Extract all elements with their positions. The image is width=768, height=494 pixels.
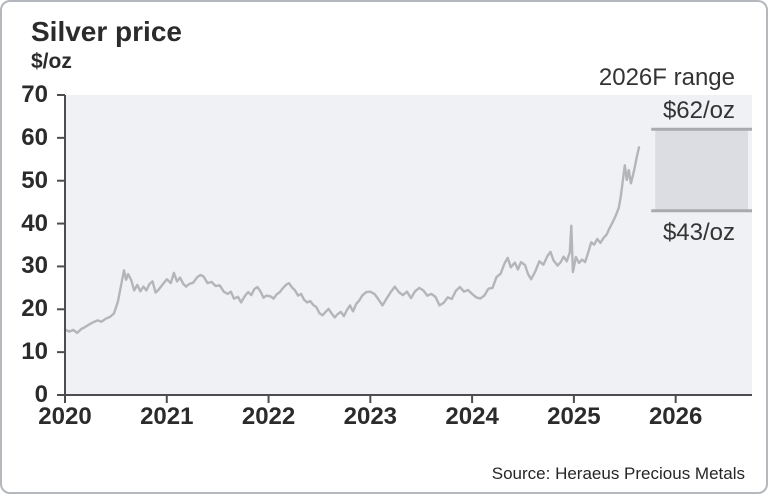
y-tick-label-40: 40 [21, 209, 48, 237]
x-tick-label-2026: 2026 [648, 403, 703, 430]
y-tick-label-20: 20 [21, 295, 48, 323]
axes [57, 94, 752, 403]
source-note: Source: Heraeus Precious Metals [491, 464, 745, 483]
price-line [63, 146, 641, 335]
forecast-range-label: 2026F range [598, 64, 735, 91]
chart-title: Silver price [31, 16, 182, 47]
plot-background [65, 95, 752, 395]
forecast-high-label: $62/oz [662, 97, 735, 124]
y-tick-label-50: 50 [21, 166, 48, 194]
forecast-low-label: $43/oz [662, 219, 735, 246]
x-tick-label-2023: 2023 [343, 403, 398, 430]
y-axis-unit-label: $/oz [31, 50, 72, 73]
forecast-range-box [655, 129, 748, 211]
silver-price-chart [57, 94, 752, 403]
y-tick-label-60: 60 [21, 123, 48, 151]
x-tick-label-2020: 2020 [38, 403, 92, 430]
x-tick-label-2022: 2022 [241, 403, 296, 430]
y-tick-label-70: 70 [21, 81, 48, 108]
y-tick-label-10: 10 [21, 338, 48, 366]
y-tick-label-30: 30 [21, 252, 48, 280]
x-tick-label-2025: 2025 [547, 403, 601, 430]
y-tick-label-0: 0 [34, 381, 48, 408]
x-tick-label-2024: 2024 [445, 403, 499, 430]
x-tick-label-2021: 2021 [140, 403, 194, 430]
